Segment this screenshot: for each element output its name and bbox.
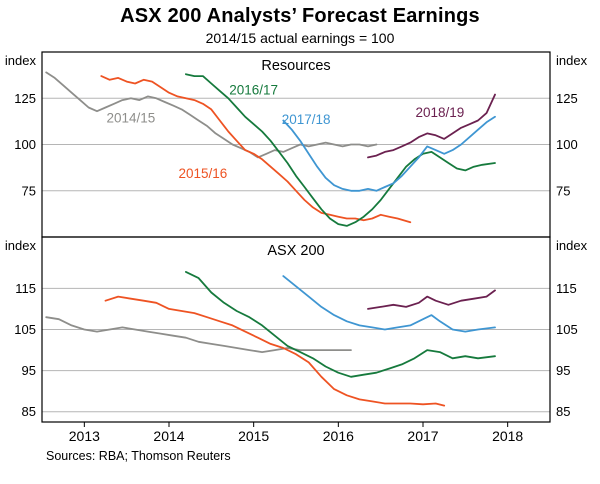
series-label-2017-18: 2017/18	[282, 112, 331, 127]
panel-border	[41, 236, 551, 423]
unit-label-left: index	[5, 238, 37, 253]
x-tick-label: 2015	[238, 428, 269, 444]
chart-title: ASX 200 Analysts’ Forecast Earnings	[120, 5, 480, 27]
forecast-earnings-chart: 75 75 100 100 125 125 index index Resources 2014/…	[5, 51, 588, 444]
y-tick-label-left: 115	[15, 281, 36, 296]
y-tick-label-right: 75	[556, 183, 570, 198]
x-tick-label: 2013	[69, 428, 100, 444]
series-line-2016-17	[184, 73, 496, 227]
unit-label-right: index	[556, 53, 588, 68]
y-tick-label-right: 100	[556, 137, 578, 152]
series-line-2014-15	[45, 71, 378, 159]
series-line-2015-16	[104, 295, 446, 407]
y-tick-label-left: 75	[22, 183, 36, 198]
series-line-2016-17	[184, 270, 496, 378]
chart-subtitle: 2014/15 actual earnings = 100	[205, 30, 395, 46]
panel-title: ASX 200	[267, 243, 324, 259]
series-line-2018-19	[367, 289, 496, 310]
series-line-2014-15	[45, 316, 352, 354]
series-label-2016-17: 2016/17	[229, 83, 278, 98]
x-tick-label: 2018	[492, 428, 523, 444]
panel-title: Resources	[261, 58, 330, 74]
series-line-2017-18	[282, 275, 496, 333]
series-label-2015-16: 2015/16	[178, 166, 227, 181]
x-tick-label: 2017	[407, 428, 438, 444]
series-label-2018-19: 2018/19	[416, 105, 465, 120]
y-tick-label-left: 85	[22, 404, 36, 419]
unit-label-left: index	[5, 53, 37, 68]
series-label-2014-15: 2014/15	[106, 110, 155, 125]
y-tick-label-left: 100	[14, 137, 36, 152]
series-line-2017-18	[282, 115, 496, 192]
y-tick-label-left: 125	[14, 91, 36, 106]
y-tick-label-right: 105	[556, 322, 578, 337]
y-tick-label-right: 125	[556, 91, 578, 106]
y-tick-label-left: 105	[14, 322, 36, 337]
y-tick-label-left: 95	[22, 363, 36, 378]
x-tick-label: 2014	[153, 428, 184, 444]
unit-label-right: index	[556, 238, 588, 253]
y-tick-label-right: 95	[556, 363, 570, 378]
y-tick-label-right: 85	[556, 404, 570, 419]
series-line-2015-16	[100, 75, 412, 224]
x-tick-label: 2016	[323, 428, 354, 444]
series-line-2018-19	[367, 93, 496, 159]
y-tick-label-right: 115	[556, 281, 577, 296]
source-note: Sources: RBA; Thomson Reuters	[46, 449, 231, 463]
